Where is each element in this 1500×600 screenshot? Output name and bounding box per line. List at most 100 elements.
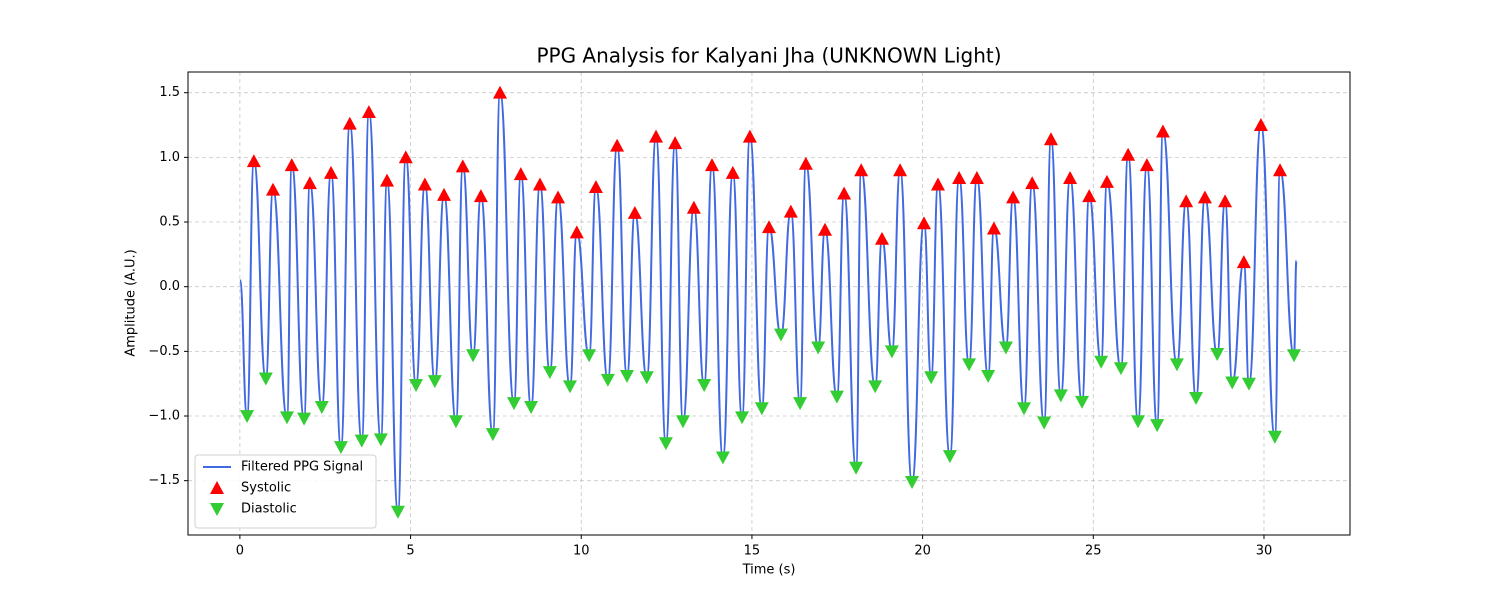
- diastolic-marker: [1210, 347, 1225, 361]
- diastolic-marker: [373, 433, 388, 447]
- diastolic-marker: [466, 349, 481, 363]
- diastolic-marker: [409, 379, 424, 392]
- x-tick-label: 10: [573, 544, 590, 559]
- systolic-marker: [1179, 194, 1194, 208]
- systolic-marker: [1082, 189, 1097, 203]
- systolic-marker: [455, 159, 470, 173]
- diastolic-marker: [240, 410, 255, 424]
- legend-label: Systolic: [241, 481, 291, 496]
- diastolic-marker: [524, 401, 539, 414]
- systolic-marker: [265, 182, 280, 196]
- systolic-marker: [610, 138, 625, 152]
- y-tick-label: −0.5: [148, 344, 180, 359]
- systolic-marker: [649, 129, 664, 143]
- systolic-marker: [493, 85, 508, 99]
- diastolic-marker: [1150, 419, 1165, 433]
- diastolic-marker: [639, 371, 654, 385]
- systolic-marker: [342, 116, 357, 130]
- diastolic-marker: [582, 349, 597, 363]
- diastolic-marker: [314, 401, 329, 414]
- diastolic-marker: [715, 451, 730, 465]
- systolic-marker: [588, 180, 603, 194]
- systolic-marker: [930, 177, 945, 191]
- systolic-marker: [952, 171, 967, 185]
- y-tick-label: 0.5: [159, 215, 180, 230]
- systolic-marker: [893, 163, 908, 177]
- diastolic-marker: [868, 380, 883, 394]
- diastolic-marker: [1241, 377, 1256, 391]
- diastolic-marker: [998, 341, 1013, 355]
- systolic-marker: [1139, 158, 1154, 172]
- systolic-marker: [817, 222, 832, 236]
- diastolic-marker: [1131, 415, 1146, 429]
- systolic-marker: [783, 204, 798, 218]
- x-tick-label: 20: [914, 544, 931, 559]
- x-tick-label: 5: [406, 544, 414, 559]
- systolic-marker: [1197, 190, 1212, 204]
- systolic-marker: [380, 173, 395, 187]
- diastolic-marker: [849, 461, 864, 475]
- systolic-marker: [854, 163, 869, 177]
- systolic-marker: [1006, 190, 1021, 204]
- systolic-marker: [742, 129, 757, 143]
- diastolic-marker: [924, 371, 939, 385]
- systolic-marker: [668, 136, 683, 150]
- x-tick-label: 25: [1085, 544, 1102, 559]
- systolic-marker: [874, 231, 889, 245]
- systolic-marker: [1025, 176, 1040, 190]
- legend-box: [194, 454, 377, 529]
- diastolic-marker: [1094, 355, 1109, 369]
- diastolic-marker: [1037, 416, 1052, 430]
- diastolic-marker: [962, 358, 977, 372]
- systolic-marker: [1273, 163, 1288, 177]
- diastolic-marker: [1075, 395, 1090, 409]
- diastolic-marker: [1189, 391, 1204, 405]
- diastolic-marker: [793, 397, 808, 411]
- diastolic-marker: [697, 379, 712, 392]
- x-tick-label: 0: [236, 544, 244, 559]
- diastolic-marker: [390, 505, 405, 519]
- diastolic-marker: [658, 437, 673, 451]
- systolic-marker: [417, 177, 432, 191]
- systolic-marker: [532, 177, 547, 191]
- diastolic-marker: [735, 411, 750, 425]
- diastolic-marker: [279, 411, 294, 425]
- diastolic-marker: [1225, 376, 1240, 390]
- diastolic-marker: [754, 402, 769, 416]
- diastolic-marker: [811, 341, 826, 355]
- diastolic-marker: [981, 369, 996, 383]
- systolic-marker: [704, 158, 719, 172]
- diastolic-marker: [1287, 349, 1302, 363]
- diastolic-marker: [600, 373, 615, 387]
- y-tick-label: 1.5: [159, 85, 180, 100]
- systolic-marker: [437, 187, 452, 201]
- systolic-marker: [1099, 174, 1114, 188]
- systolic-marker: [627, 205, 642, 219]
- systolic-marker: [798, 156, 813, 170]
- systolic-marker: [1236, 255, 1251, 269]
- diastolic-marker: [507, 397, 522, 411]
- x-axis-label: Time (s): [742, 563, 796, 578]
- systolic-marker: [916, 216, 931, 230]
- diastolic-marker: [1113, 362, 1128, 376]
- y-tick-label: 1.0: [159, 150, 180, 165]
- systolic-marker: [762, 220, 776, 234]
- diastolic-marker: [258, 372, 273, 386]
- diastolic-marker: [485, 428, 500, 442]
- diastolic-marker: [297, 412, 312, 426]
- diastolic-marker: [562, 380, 577, 394]
- legend-label: Filtered PPG Signal: [241, 460, 363, 475]
- diastolic-marker: [1169, 358, 1184, 372]
- diastolic-marker: [1267, 430, 1282, 444]
- diastolic-marker: [1053, 389, 1068, 403]
- systolic-marker: [1155, 124, 1170, 138]
- systolic-marker: [686, 200, 701, 214]
- diastolic-marker: [884, 345, 899, 359]
- systolic-marker: [1121, 147, 1136, 161]
- systolic-marker: [1043, 132, 1058, 146]
- legend-label: Diastolic: [241, 502, 297, 517]
- systolic-marker: [513, 167, 528, 181]
- diastolic-marker: [829, 390, 844, 404]
- systolic-marker: [569, 225, 584, 239]
- systolic-marker: [725, 165, 740, 179]
